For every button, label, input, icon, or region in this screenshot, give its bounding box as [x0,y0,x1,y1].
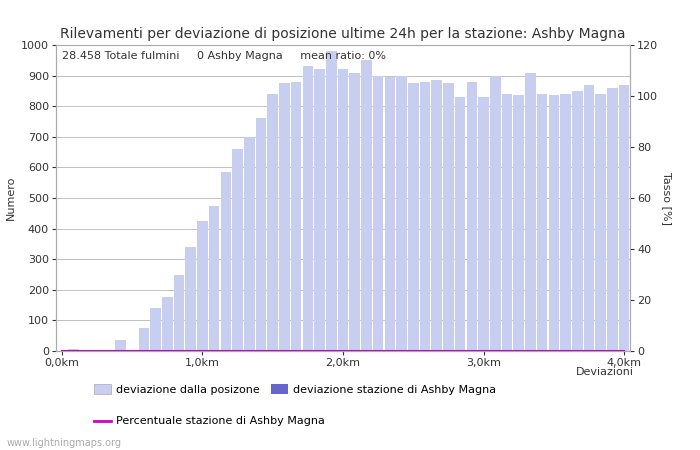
Bar [302,67,313,351]
Bar [279,83,290,351]
Bar [197,221,208,351]
Bar [162,297,173,351]
Bar [584,85,594,351]
Bar [139,328,149,351]
Bar [256,118,266,351]
Legend: Percentuale stazione di Ashby Magna: Percentuale stazione di Ashby Magna [90,412,330,431]
Bar [490,76,500,351]
Bar [116,340,126,351]
Bar [314,69,325,351]
Bar [420,82,430,351]
Bar [150,308,161,351]
Bar [186,247,196,351]
Text: Deviazioni: Deviazioni [575,367,634,377]
Bar [244,137,255,351]
Bar [478,97,489,351]
Bar [455,97,466,351]
Bar [596,94,606,351]
Bar [467,82,477,351]
Bar [607,88,617,351]
Bar [572,91,582,351]
Bar [384,77,395,351]
Bar [408,83,419,351]
Bar [349,72,360,351]
Bar [443,83,454,351]
Bar [619,85,629,351]
Bar [537,94,547,351]
Bar [431,80,442,351]
Bar [396,76,407,351]
Text: www.lightningmaps.org: www.lightningmaps.org [7,438,122,448]
Bar [361,60,372,351]
Bar [373,76,384,351]
Bar [220,172,231,351]
Bar [525,72,536,351]
Bar [267,94,278,351]
Bar [69,350,79,351]
Bar [549,95,559,351]
Bar [326,51,337,351]
Bar [232,149,243,351]
Bar [337,69,349,351]
Bar [502,94,512,351]
Text: 28.458 Totale fulmini     0 Ashby Magna     mean ratio: 0%: 28.458 Totale fulmini 0 Ashby Magna mean… [62,51,386,61]
Bar [209,206,219,351]
Bar [291,82,302,351]
Legend: deviazione dalla posizone, deviazione stazione di Ashby Magna: deviazione dalla posizone, deviazione st… [90,380,501,400]
Bar [174,274,184,351]
Y-axis label: Numero: Numero [6,176,15,220]
Bar [560,94,570,351]
Title: Rilevamenti per deviazione di posizione ultime 24h per la stazione: Ashby Magna: Rilevamenti per deviazione di posizione … [60,27,626,41]
Bar [513,95,524,351]
Y-axis label: Tasso [%]: Tasso [%] [662,171,672,225]
